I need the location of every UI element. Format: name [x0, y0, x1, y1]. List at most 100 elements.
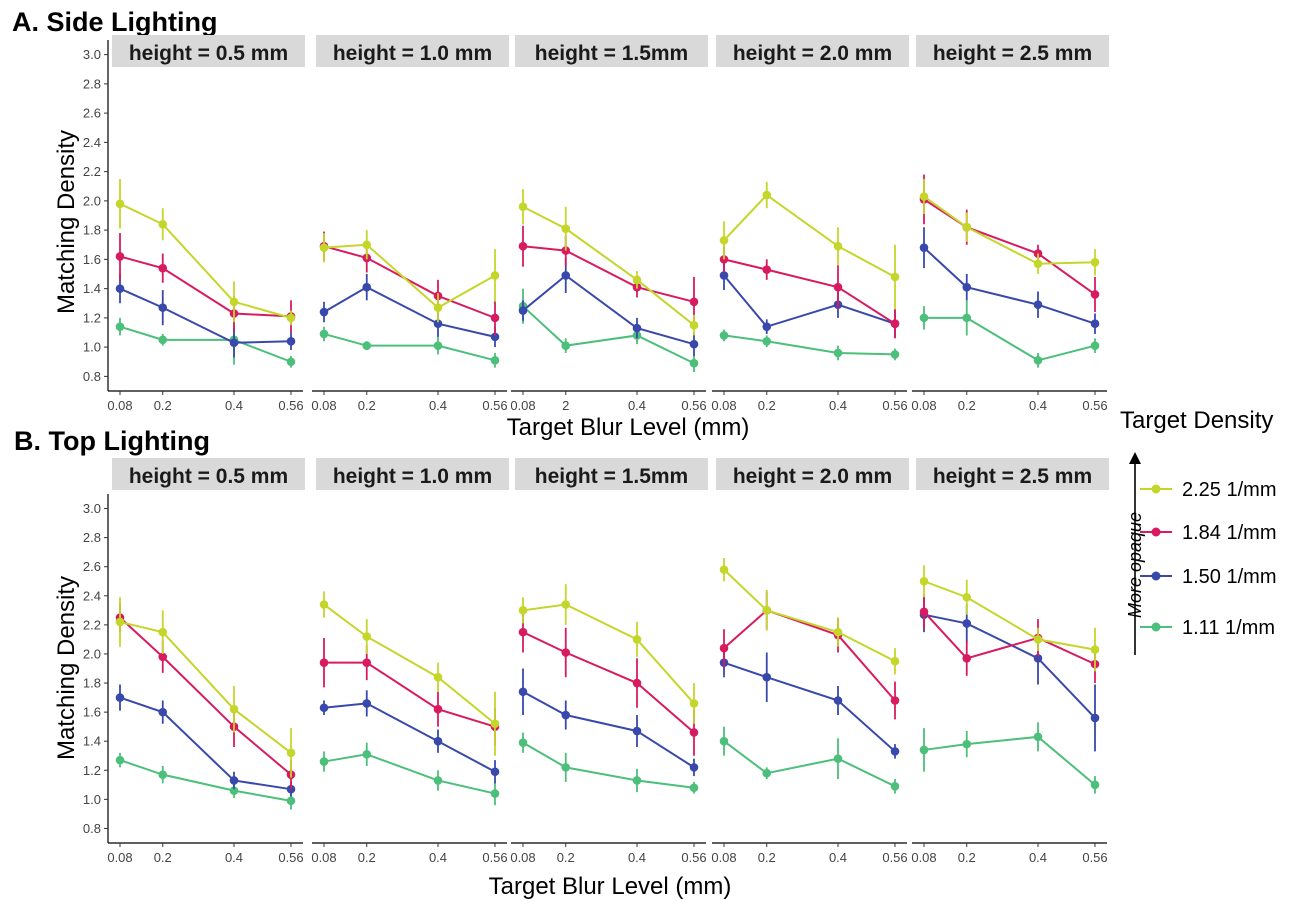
legend-swatch-point	[1151, 484, 1161, 494]
x-tick-label: 0.08	[911, 398, 936, 413]
series-line	[522, 603, 695, 705]
data-point	[762, 606, 772, 615]
series	[518, 288, 699, 372]
data-point	[433, 303, 443, 312]
series-line	[522, 205, 695, 326]
data-point	[1033, 732, 1043, 742]
x-tick-label: 0.56	[1082, 398, 1107, 413]
series	[919, 565, 1100, 672]
data-point	[561, 710, 571, 720]
y-tick-label: 2.6	[83, 559, 101, 574]
data-point	[158, 770, 168, 779]
data-point	[689, 783, 699, 793]
series-line	[119, 620, 292, 754]
data-point	[919, 192, 929, 201]
facet-panel: height = 1.5mm 0.08 0.2 0.4 0.56	[510, 458, 708, 865]
series	[319, 274, 500, 348]
data-point	[286, 313, 296, 323]
data-point	[115, 199, 125, 209]
facet-strip	[916, 458, 1109, 490]
series	[319, 637, 500, 746]
x-tick-label: 0.2	[758, 398, 776, 413]
data-point	[919, 313, 929, 323]
data-point	[490, 355, 500, 365]
series	[719, 246, 900, 339]
data-point	[229, 776, 239, 785]
x-tick-label: 0.56	[681, 398, 706, 413]
x-tick-label: 0.08	[510, 850, 535, 865]
data-point	[689, 358, 699, 368]
x-tick-label: 0.56	[482, 398, 507, 413]
data-point	[632, 776, 642, 785]
data-point	[919, 576, 929, 586]
series-line	[723, 609, 896, 702]
facet-strip	[515, 35, 708, 67]
data-point	[762, 672, 772, 682]
data-point	[762, 190, 772, 200]
x-tick-label: 0.56	[278, 398, 303, 413]
y-tick-label: 1.0	[83, 340, 101, 355]
series	[919, 722, 1100, 794]
data-point	[1033, 654, 1043, 663]
x-tick-label: 0.2	[958, 398, 976, 413]
data-point	[518, 241, 528, 251]
series	[719, 260, 900, 337]
series	[719, 557, 900, 675]
series	[919, 594, 1100, 684]
data-point	[919, 745, 929, 755]
data-point	[158, 707, 168, 717]
series-line	[723, 193, 896, 278]
facet-strip	[316, 458, 509, 490]
series	[319, 690, 500, 784]
series-line	[923, 735, 1096, 786]
facet-panel: height = 2.5 mm 0.08 0.2 0.4 0.56	[911, 458, 1109, 865]
facet-strip-label: height = 1.5mm	[535, 465, 688, 488]
data-point	[115, 755, 125, 765]
series-line	[923, 611, 1096, 666]
x-tick-label: 0.2	[758, 850, 776, 865]
data-point	[833, 241, 843, 251]
series-line	[723, 661, 896, 753]
data-point	[689, 763, 699, 772]
data-point	[229, 704, 239, 714]
data-point	[890, 747, 900, 756]
data-point	[962, 282, 972, 292]
series-line	[923, 198, 1096, 296]
data-point	[286, 357, 296, 367]
legend-swatch-point	[1151, 571, 1161, 581]
series-line	[324, 661, 496, 728]
facet-strip-label: height = 1.5mm	[535, 42, 688, 65]
data-point	[632, 635, 642, 644]
series-line	[522, 631, 695, 734]
series	[919, 178, 1100, 276]
data-point	[518, 606, 528, 615]
data-point	[632, 275, 642, 285]
series	[719, 329, 900, 361]
data-point	[762, 265, 772, 274]
facet-panel: height = 0.5 mm 0.08 0.2 0.4 0.56 0.8 1.0 1.2 1.…	[83, 458, 305, 865]
series	[518, 257, 699, 356]
data-point	[1090, 713, 1100, 723]
x-tick-label: 0.2	[958, 850, 976, 865]
data-point	[229, 786, 239, 795]
data-point	[490, 719, 500, 729]
y-tick-label: 2.8	[83, 530, 101, 545]
y-tick-label: 3.0	[83, 501, 101, 516]
series	[919, 597, 1100, 752]
data-point	[719, 331, 729, 340]
series	[115, 274, 296, 358]
data-point	[1033, 355, 1043, 365]
data-point	[115, 252, 125, 261]
data-point	[362, 341, 372, 350]
facet-strip	[916, 35, 1109, 67]
series	[518, 189, 699, 336]
data-point	[1090, 290, 1100, 299]
data-point	[158, 303, 168, 312]
data-point	[229, 297, 239, 307]
data-point	[833, 627, 843, 637]
data-point	[719, 236, 729, 245]
legend-swatch-point	[1151, 622, 1161, 632]
data-point	[1033, 259, 1043, 269]
data-point	[890, 656, 900, 666]
